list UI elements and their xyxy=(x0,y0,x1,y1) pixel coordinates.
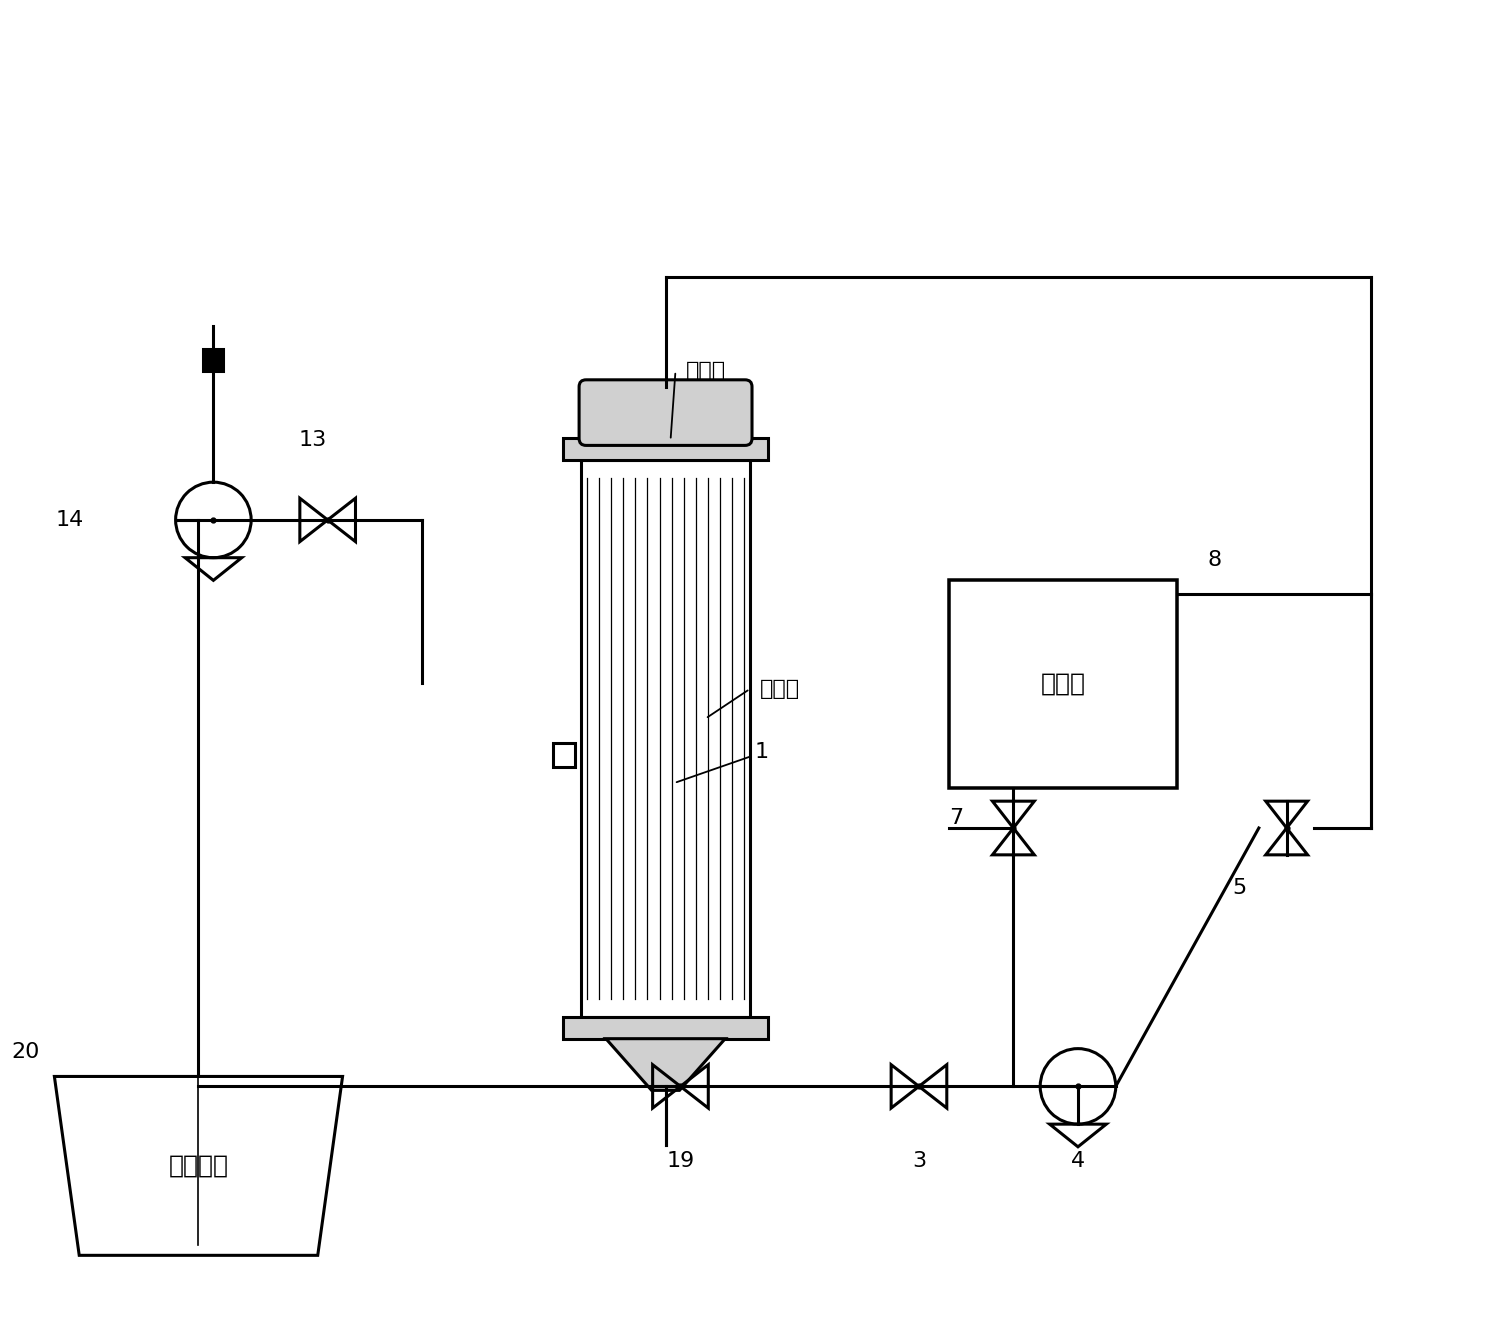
Text: 低位水筱: 低位水筱 xyxy=(169,1154,229,1178)
Bar xyxy=(562,438,768,461)
Bar xyxy=(581,461,749,1016)
Text: 5: 5 xyxy=(1232,877,1247,897)
Text: 20: 20 xyxy=(11,1042,39,1062)
Polygon shape xyxy=(606,1039,725,1090)
Text: 二次侧: 二次侧 xyxy=(686,362,725,380)
Text: 8: 8 xyxy=(1208,550,1221,569)
Text: 3: 3 xyxy=(912,1152,926,1172)
Text: 19: 19 xyxy=(667,1152,695,1172)
Text: 1: 1 xyxy=(677,742,769,782)
Bar xyxy=(562,1016,768,1039)
Bar xyxy=(204,349,223,371)
Bar xyxy=(553,743,575,767)
Text: 7: 7 xyxy=(950,807,964,828)
Bar xyxy=(949,580,1178,789)
Text: 14: 14 xyxy=(56,510,84,530)
Text: 清洗筱: 清洗筱 xyxy=(1041,672,1086,696)
Text: 一次侧: 一次侧 xyxy=(760,679,801,699)
FancyBboxPatch shape xyxy=(579,380,752,446)
Text: 4: 4 xyxy=(1071,1152,1086,1172)
Text: 13: 13 xyxy=(299,430,327,450)
